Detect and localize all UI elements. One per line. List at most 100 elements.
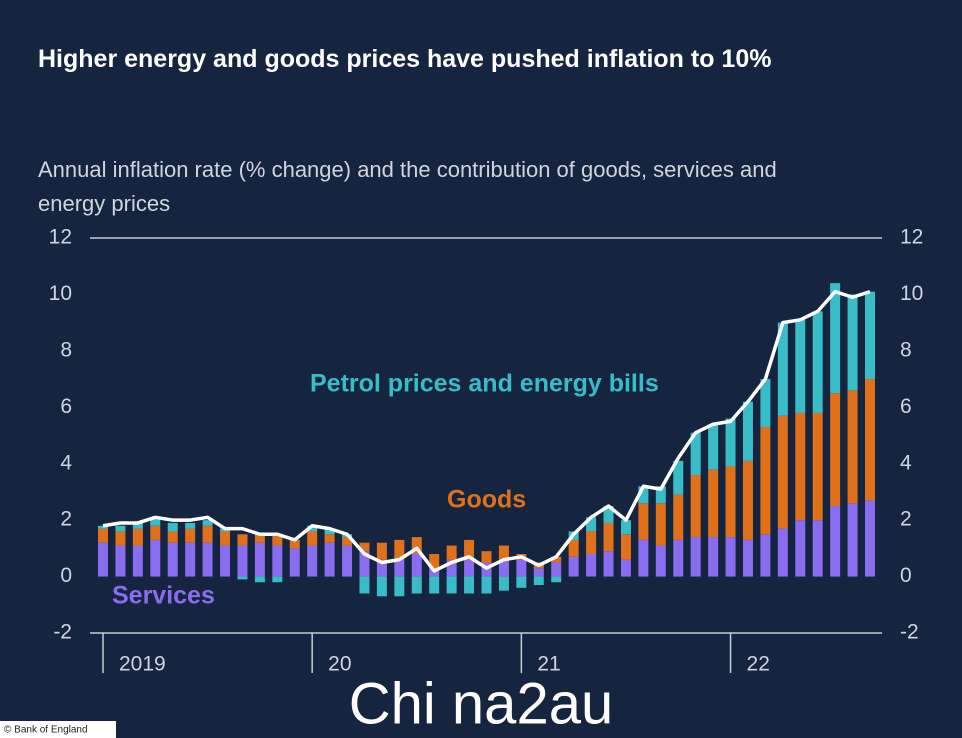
annotation: Goods [447, 486, 526, 514]
bar-segment [307, 545, 318, 577]
bar-segment [185, 542, 196, 577]
bar-segment [586, 554, 597, 577]
bar-segment [115, 525, 126, 532]
bar-segment [307, 525, 318, 532]
bar-segment [498, 545, 509, 560]
bar-segment [742, 460, 753, 540]
x-tick-label: 20 [328, 653, 351, 676]
y2-tick-label: 0 [900, 564, 912, 587]
bar-segment [132, 522, 143, 529]
y2-tick-label: 12 [900, 226, 923, 249]
bar-segment [533, 568, 544, 577]
bar-segment [673, 460, 684, 495]
inflation-line [102, 289, 871, 573]
bar-segment [847, 503, 858, 577]
bar-segment [795, 319, 806, 413]
y2-tick-label: 6 [900, 395, 912, 418]
bar-segment [725, 537, 736, 577]
source-box [0, 721, 116, 738]
bar-segment [812, 311, 823, 413]
bar-segment [655, 503, 666, 546]
bar-segment [376, 576, 387, 597]
bar-segment [708, 537, 719, 577]
bar-segment [150, 517, 161, 526]
chart-title: Higher energy and goods prices have push… [38, 45, 772, 73]
y-tick-label: 6 [60, 395, 72, 418]
bar-segment [185, 528, 196, 543]
bar-segment [324, 534, 335, 543]
bar-segment [760, 379, 771, 428]
bar-segment [220, 545, 231, 577]
y-tick-label: -2 [53, 621, 72, 644]
bar-segment [307, 531, 318, 546]
bar-segment [464, 559, 475, 577]
bar-segment [185, 522, 196, 529]
bar-segment [237, 576, 248, 580]
bar-segment [812, 412, 823, 521]
bar-segment [865, 500, 875, 577]
bar-segment [115, 531, 126, 546]
bar-segment [533, 576, 544, 586]
bar-segment [254, 542, 265, 577]
bar-segment [237, 545, 248, 577]
bar-segment [777, 415, 788, 529]
x-tick-label: 21 [537, 653, 560, 676]
bar-segment [342, 537, 353, 546]
bar-segment [202, 520, 213, 526]
bar-segment [812, 520, 823, 577]
source: © Bank of England [4, 725, 88, 736]
bar-segment [795, 412, 806, 521]
bar-segment [742, 539, 753, 577]
bar-segment [673, 494, 684, 540]
y-tick-label: 2 [60, 508, 72, 531]
bar-segment [865, 379, 875, 501]
bar-segment [847, 294, 858, 391]
bar-segment [254, 576, 265, 583]
bar-segment [324, 528, 335, 535]
bar-segment [760, 534, 771, 577]
bar-segment [324, 542, 335, 577]
bar-segment [411, 576, 422, 594]
bar-segment [603, 506, 614, 523]
x-tick-label: 22 [747, 653, 770, 676]
bar-segment [376, 559, 387, 577]
bar-segment [394, 539, 405, 560]
bar-segment [620, 559, 631, 577]
bar-segment [760, 427, 771, 535]
bar-segment [708, 469, 719, 538]
bar-segment [638, 503, 649, 540]
bar-segment [272, 545, 283, 577]
bar-segment [777, 322, 788, 416]
bar-segment [254, 534, 265, 543]
y-tick-label: 12 [49, 226, 72, 249]
bar-segment [464, 539, 475, 560]
bar-segment [673, 539, 684, 577]
bar-segment [690, 537, 701, 577]
bar-segment [603, 522, 614, 552]
bar-segment [394, 559, 405, 577]
bar-segment [132, 545, 143, 577]
bar-segment [220, 531, 231, 546]
bar-segment [638, 539, 649, 577]
bar-segment [777, 528, 788, 577]
annotation: Petrol prices and energy bills [310, 370, 659, 398]
bar-segment [568, 539, 579, 557]
bar-segment [586, 517, 597, 532]
x-tick-label: 2019 [119, 653, 166, 676]
bar-segment [446, 559, 457, 577]
bar-segment [551, 576, 562, 583]
bar-segment [795, 520, 806, 577]
bar-segment [481, 551, 492, 563]
bar-segment [725, 466, 736, 538]
bar-segment [830, 506, 841, 577]
y2-tick-label: -2 [900, 621, 919, 644]
watermark: Chi na2au [349, 671, 613, 736]
bar-segment [446, 545, 457, 560]
bar-segment [847, 390, 858, 504]
bar-segment [568, 556, 579, 577]
bar-segment [167, 542, 178, 577]
bar-segment [638, 486, 649, 504]
y2-tick-label: 10 [900, 282, 923, 305]
bar-segment [830, 283, 841, 394]
